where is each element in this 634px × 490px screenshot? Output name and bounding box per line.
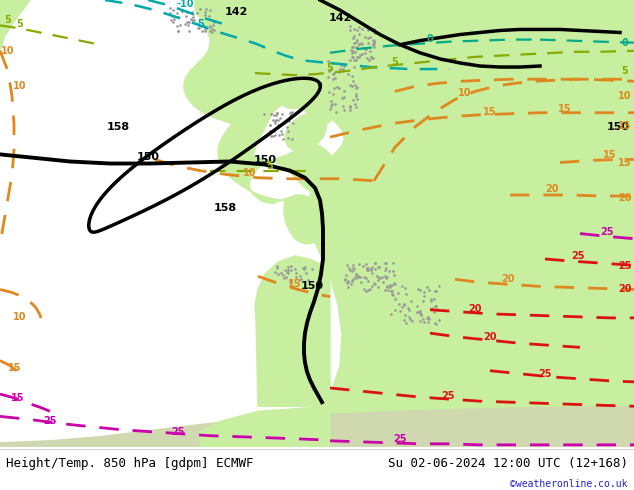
Text: 5: 5 xyxy=(4,15,11,25)
Polygon shape xyxy=(0,406,634,447)
Text: 10: 10 xyxy=(13,312,27,322)
Text: 15: 15 xyxy=(288,279,302,290)
Polygon shape xyxy=(243,94,282,140)
Text: 10: 10 xyxy=(458,88,472,98)
Text: 15: 15 xyxy=(483,107,497,117)
Text: 10: 10 xyxy=(618,92,631,101)
Polygon shape xyxy=(255,256,330,406)
Text: 25: 25 xyxy=(600,226,614,237)
Text: 20: 20 xyxy=(483,332,497,342)
Polygon shape xyxy=(0,0,30,51)
Polygon shape xyxy=(184,0,375,244)
Text: 25: 25 xyxy=(538,369,552,379)
Text: 0: 0 xyxy=(621,38,628,48)
Text: 10: 10 xyxy=(13,81,27,91)
Text: -5: -5 xyxy=(195,20,205,29)
Text: 25: 25 xyxy=(441,391,455,401)
Text: 5: 5 xyxy=(16,20,23,29)
Text: 150: 150 xyxy=(301,281,323,292)
Text: 150: 150 xyxy=(254,155,276,166)
Text: 15: 15 xyxy=(8,363,22,373)
Text: 15: 15 xyxy=(603,150,617,160)
Text: Su 02-06-2024 12:00 UTC (12+168): Su 02-06-2024 12:00 UTC (12+168) xyxy=(387,457,628,470)
Polygon shape xyxy=(230,101,250,124)
Text: 20: 20 xyxy=(469,304,482,314)
Text: 15: 15 xyxy=(559,104,572,114)
Polygon shape xyxy=(200,406,330,447)
Text: 15: 15 xyxy=(11,393,25,403)
Text: ©weatheronline.co.uk: ©weatheronline.co.uk xyxy=(510,479,628,489)
Text: -10: -10 xyxy=(176,0,194,9)
Text: 150: 150 xyxy=(607,122,630,132)
Text: 5: 5 xyxy=(392,57,398,67)
Text: 158: 158 xyxy=(214,203,236,213)
Text: 142: 142 xyxy=(224,7,248,17)
Text: 20: 20 xyxy=(618,193,631,203)
Text: 15: 15 xyxy=(618,157,631,168)
Text: 25: 25 xyxy=(43,416,57,426)
Text: 25: 25 xyxy=(171,427,184,437)
Text: 150: 150 xyxy=(136,152,160,162)
Text: 20: 20 xyxy=(618,285,631,294)
Text: 142: 142 xyxy=(328,13,352,24)
Text: 5: 5 xyxy=(327,63,333,73)
Text: 25: 25 xyxy=(571,251,585,261)
Text: 20: 20 xyxy=(501,274,515,284)
Text: 15: 15 xyxy=(618,121,631,131)
Text: 10: 10 xyxy=(1,46,15,56)
Polygon shape xyxy=(264,0,634,447)
Text: 10: 10 xyxy=(243,168,257,178)
Text: 5: 5 xyxy=(621,66,628,76)
Text: 5: 5 xyxy=(267,161,273,171)
Text: 20: 20 xyxy=(545,184,559,194)
Text: 25: 25 xyxy=(393,434,407,444)
Text: 0: 0 xyxy=(427,34,434,44)
Text: 158: 158 xyxy=(107,122,129,132)
Text: Height/Temp. 850 hPa [gdpm] ECMWF: Height/Temp. 850 hPa [gdpm] ECMWF xyxy=(6,457,254,470)
Polygon shape xyxy=(0,0,10,10)
Text: 25: 25 xyxy=(618,261,631,271)
